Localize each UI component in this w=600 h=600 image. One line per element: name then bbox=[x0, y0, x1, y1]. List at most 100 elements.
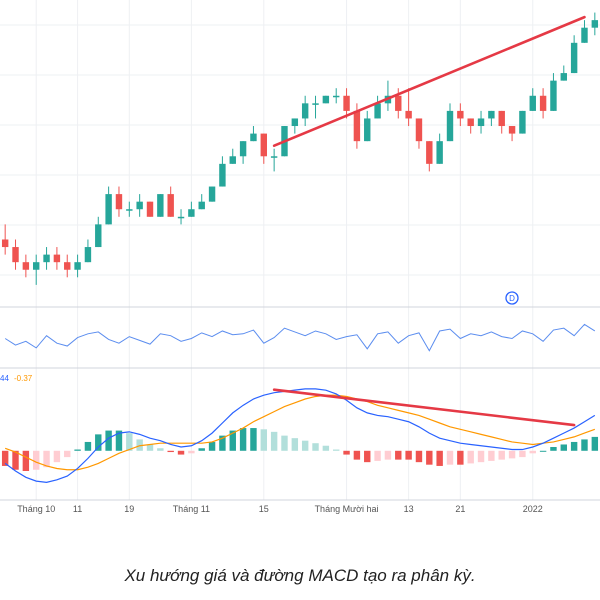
candle bbox=[198, 194, 205, 210]
histogram-bar bbox=[43, 450, 50, 468]
candle bbox=[364, 110, 371, 142]
candle-body bbox=[291, 118, 299, 127]
histogram-bar bbox=[281, 435, 288, 451]
candle-body bbox=[570, 42, 578, 74]
chart-background bbox=[0, 0, 600, 560]
candle bbox=[43, 247, 50, 270]
histogram-bar bbox=[364, 450, 371, 463]
candle-body bbox=[136, 201, 143, 210]
candle bbox=[115, 186, 123, 217]
candle-body bbox=[333, 95, 340, 98]
event-marker-circle[interactable] bbox=[505, 291, 519, 305]
histogram-bar bbox=[115, 430, 123, 451]
candle bbox=[477, 110, 485, 134]
candle-body bbox=[539, 95, 547, 111]
histogram-bar bbox=[498, 450, 505, 460]
histogram-bar bbox=[270, 431, 278, 451]
candle bbox=[570, 35, 578, 74]
histogram-bar bbox=[74, 449, 81, 451]
histogram-bar bbox=[436, 450, 443, 466]
candle-body bbox=[457, 110, 464, 119]
candle bbox=[322, 95, 330, 104]
x-tick-label: Tháng 10 bbox=[17, 504, 55, 514]
candle bbox=[84, 239, 92, 263]
candle-body bbox=[188, 209, 195, 217]
candle-body bbox=[219, 163, 226, 187]
histogram-bar bbox=[508, 450, 516, 459]
candle bbox=[374, 95, 381, 119]
histogram-bar bbox=[395, 450, 402, 460]
candle bbox=[591, 12, 599, 36]
histogram-bar bbox=[167, 450, 174, 453]
histogram-bar bbox=[591, 436, 599, 451]
candle-body bbox=[229, 156, 236, 164]
candle bbox=[550, 73, 557, 111]
candle bbox=[405, 88, 412, 127]
histogram-bar bbox=[250, 428, 257, 451]
candle-body bbox=[374, 103, 381, 119]
histogram-bar bbox=[188, 450, 195, 454]
rsi-line bbox=[4, 323, 596, 352]
x-tick-label: 13 bbox=[404, 504, 414, 514]
caption: Xu hướng giá và đường MACD tạo ra phân k… bbox=[124, 566, 476, 585]
candle-body bbox=[270, 156, 278, 158]
histogram-bar bbox=[415, 450, 423, 463]
candle bbox=[291, 118, 299, 134]
histogram-bar bbox=[353, 450, 361, 460]
signal-line bbox=[4, 394, 596, 471]
macd-divergence-line bbox=[272, 388, 576, 427]
candle bbox=[1, 224, 9, 255]
histogram-bar bbox=[467, 450, 474, 464]
candle bbox=[95, 216, 102, 248]
x-axis: Tháng 10 11 19 Tháng 11 15 Tháng Mười hai 13 21… bbox=[17, 504, 543, 514]
candle-body bbox=[477, 118, 485, 127]
histogram-bar bbox=[208, 441, 216, 451]
candle bbox=[581, 20, 588, 43]
histogram-bar bbox=[374, 450, 381, 461]
histogram-bar bbox=[177, 450, 185, 455]
candle-body bbox=[208, 186, 216, 202]
x-tick-label: 11 bbox=[73, 504, 82, 514]
candle-body bbox=[395, 95, 402, 111]
candle bbox=[312, 95, 319, 119]
candle bbox=[146, 201, 154, 217]
histogram-bar bbox=[219, 435, 226, 451]
candle bbox=[167, 186, 174, 217]
histogram-bar bbox=[239, 428, 247, 451]
candle-body bbox=[322, 95, 330, 104]
event-marker[interactable]: D bbox=[505, 291, 519, 305]
candle-body bbox=[239, 141, 247, 157]
candle bbox=[229, 148, 236, 164]
candle bbox=[74, 254, 81, 278]
candle-body bbox=[498, 110, 505, 127]
candle-body bbox=[95, 224, 102, 248]
histogram-bar bbox=[488, 450, 495, 461]
candle-body bbox=[64, 262, 71, 270]
candle bbox=[301, 95, 309, 127]
histogram-bar bbox=[570, 441, 578, 451]
candle-body bbox=[12, 247, 19, 263]
histogram-bar bbox=[333, 449, 340, 451]
candle-body bbox=[157, 194, 164, 217]
candle bbox=[498, 110, 505, 134]
candle-body bbox=[353, 110, 361, 142]
histogram-bar bbox=[157, 448, 164, 451]
candle-body bbox=[115, 194, 123, 210]
candle bbox=[177, 209, 185, 225]
candle bbox=[457, 103, 464, 127]
candle-body bbox=[84, 247, 92, 263]
candle-body bbox=[105, 194, 112, 225]
signal-legend-value: -0.37 bbox=[14, 374, 33, 383]
histogram-bar bbox=[84, 441, 92, 451]
histogram-bar bbox=[426, 450, 433, 465]
x-tick-label: 2022 bbox=[523, 504, 543, 514]
candle bbox=[270, 148, 278, 172]
candle-body bbox=[519, 110, 526, 134]
histogram-bar bbox=[95, 434, 102, 451]
histogram-bar bbox=[343, 450, 350, 455]
histogram-bar bbox=[529, 450, 536, 454]
event-marker-label: D bbox=[509, 294, 515, 303]
histogram-bar bbox=[457, 450, 464, 465]
candle-body bbox=[581, 27, 588, 43]
histogram-bar bbox=[322, 445, 330, 451]
